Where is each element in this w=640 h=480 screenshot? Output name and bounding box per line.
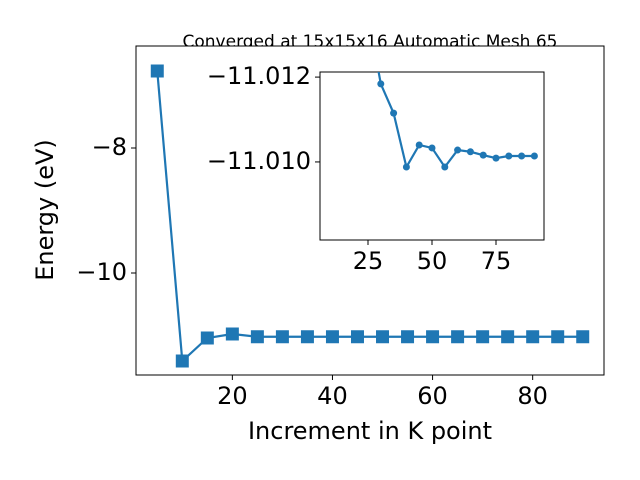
data-marker — [200, 331, 214, 345]
data-marker — [150, 64, 164, 78]
y-tick-label: −10 — [76, 258, 127, 286]
data-marker — [441, 163, 449, 171]
data-marker — [225, 327, 239, 341]
data-marker — [365, 10, 372, 17]
data-marker — [300, 330, 314, 344]
x-tick-label: 40 — [317, 382, 348, 410]
y-tick-label: −11.010 — [207, 147, 311, 175]
y-tick-label: −11.012 — [207, 62, 311, 90]
data-marker — [492, 154, 500, 162]
data-marker — [551, 330, 565, 344]
data-marker — [454, 146, 462, 154]
data-marker — [350, 330, 364, 344]
data-marker — [426, 330, 440, 344]
series — [150, 64, 590, 368]
data-marker — [476, 330, 490, 344]
x-axis-label: Increment in K point — [248, 417, 492, 445]
data-marker — [402, 163, 410, 171]
x-tick-label: 60 — [417, 382, 448, 410]
y-axis-label: Energy (eV) — [31, 139, 59, 281]
data-marker — [518, 152, 526, 160]
x-tick-label: 20 — [217, 382, 248, 410]
data-marker — [501, 330, 515, 344]
data-marker — [376, 330, 390, 344]
data-marker — [466, 148, 474, 156]
x-tick-label: 50 — [417, 247, 448, 275]
y-tick-label: −8 — [92, 133, 127, 161]
data-marker — [505, 152, 513, 160]
x-tick-label: 25 — [353, 247, 384, 275]
data-marker — [479, 151, 487, 159]
data-marker — [576, 330, 590, 344]
data-marker — [415, 141, 423, 149]
data-marker — [451, 330, 465, 344]
data-marker — [175, 354, 189, 368]
data-marker — [377, 80, 385, 88]
data-marker — [526, 330, 540, 344]
series — [365, 10, 538, 171]
data-marker — [250, 330, 264, 344]
data-marker — [275, 330, 289, 344]
data-marker — [325, 330, 339, 344]
data-marker — [428, 144, 436, 152]
data-marker — [530, 152, 538, 160]
x-tick-label: 75 — [481, 247, 512, 275]
data-marker — [390, 109, 398, 117]
data-marker — [401, 330, 415, 344]
x-tick-label: 80 — [517, 382, 548, 410]
